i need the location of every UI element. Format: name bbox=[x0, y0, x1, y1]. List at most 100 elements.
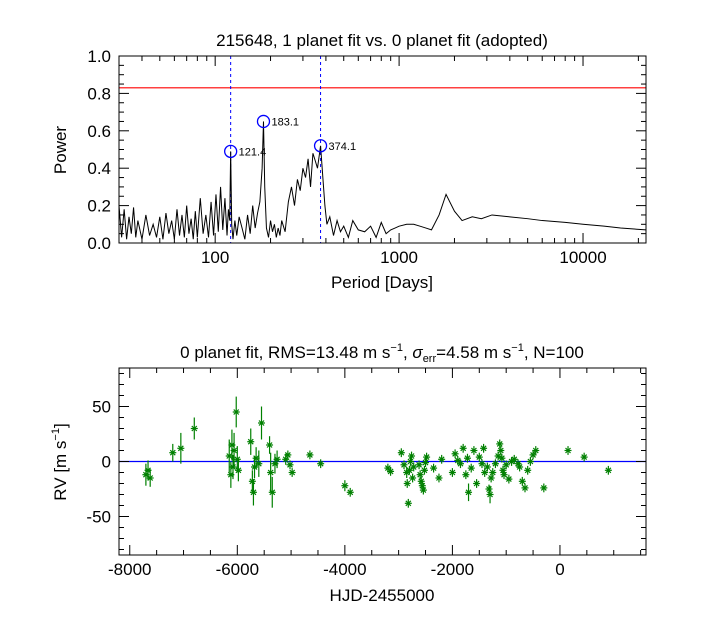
periodogram-title: 215648, 1 planet fit vs. 0 planet fit (a… bbox=[216, 31, 548, 50]
rv-marker-d2 bbox=[500, 467, 506, 474]
rv-point bbox=[416, 470, 424, 480]
rv-point bbox=[489, 468, 497, 477]
rv-marker-d2 bbox=[524, 467, 531, 474]
rv-point bbox=[273, 450, 281, 469]
rv-marker-d2 bbox=[516, 464, 523, 470]
rv-point bbox=[266, 436, 274, 454]
rv-marker-d2 bbox=[269, 489, 276, 496]
rv-point bbox=[169, 443, 177, 462]
rv-point bbox=[564, 446, 572, 455]
rv-marker-d2 bbox=[410, 464, 417, 470]
rv-marker-d2 bbox=[452, 450, 459, 457]
rv-marker-d2 bbox=[287, 461, 293, 468]
rv-title: 0 planet fit, RMS=13.48 m s−1, σerr=4.58… bbox=[180, 342, 584, 365]
rv-point bbox=[190, 417, 198, 440]
rv-point bbox=[423, 452, 431, 462]
rv-marker-d2 bbox=[605, 467, 612, 474]
rv-marker-d2 bbox=[347, 489, 354, 496]
rv-marker-d2 bbox=[540, 484, 547, 491]
y-tick-label: 50 bbox=[92, 398, 111, 417]
rv-marker-d2 bbox=[460, 445, 467, 452]
y-tick-label: -50 bbox=[86, 508, 111, 527]
rv-marker-d2 bbox=[462, 471, 469, 478]
rv-point bbox=[288, 468, 296, 477]
rv-y-axis-label: RV [m s−1] bbox=[50, 423, 70, 500]
rv-marker-d2 bbox=[306, 451, 313, 458]
rv-marker-d2 bbox=[498, 455, 505, 462]
rv-marker-d2 bbox=[527, 458, 534, 465]
rv-marker-d2 bbox=[177, 445, 184, 452]
x-tick-label: 1000 bbox=[380, 248, 418, 267]
rv-point bbox=[505, 474, 513, 484]
rv-marker-d2 bbox=[416, 461, 422, 468]
rv-point bbox=[317, 459, 325, 469]
rv-point bbox=[420, 465, 428, 475]
rv-marker-d2 bbox=[421, 467, 428, 474]
x-tick-label: -2000 bbox=[431, 560, 474, 579]
rv-marker-d2 bbox=[479, 460, 485, 467]
rv-point bbox=[521, 483, 529, 493]
rv-marker-d2 bbox=[387, 468, 394, 475]
rv-marker-d2 bbox=[253, 455, 260, 462]
rv-point bbox=[465, 483, 473, 502]
rv-point bbox=[486, 485, 494, 504]
rv-marker-d2 bbox=[489, 469, 496, 476]
periodogram-line bbox=[118, 121, 647, 240]
rv-marker-d2 bbox=[289, 469, 296, 476]
rv-marker-d2 bbox=[406, 467, 413, 474]
rv-marker-d2 bbox=[481, 469, 488, 476]
rv-marker-d2 bbox=[522, 484, 528, 491]
peak-circle-2 bbox=[313, 139, 328, 153]
rv-point bbox=[410, 462, 418, 472]
rv-point bbox=[540, 483, 548, 493]
rv-point bbox=[387, 467, 395, 476]
rv-marker-d2 bbox=[274, 456, 281, 463]
rv-marker-d2 bbox=[409, 475, 416, 481]
rv-point bbox=[518, 476, 526, 486]
periodogram-panel: 215648, 1 planet fit vs. 0 planet fit (a… bbox=[51, 31, 647, 292]
rv-point bbox=[462, 470, 470, 480]
rv-point bbox=[397, 448, 405, 458]
y-tick-label: 0.8 bbox=[87, 84, 111, 103]
rv-point bbox=[502, 460, 510, 470]
rv-point bbox=[255, 450, 263, 477]
rv-marker-d2 bbox=[473, 480, 480, 487]
rv-marker-d2 bbox=[436, 475, 442, 481]
rv-marker-d2 bbox=[492, 460, 499, 467]
rv-marker-d2 bbox=[505, 476, 512, 483]
rv-marker-d2 bbox=[497, 447, 504, 454]
rv-point bbox=[417, 476, 425, 486]
rv-point bbox=[146, 469, 154, 487]
rv-point bbox=[341, 480, 349, 492]
rv-marker-d2 bbox=[404, 480, 411, 487]
rv-marker-d2 bbox=[250, 489, 257, 496]
rv-marker-d2 bbox=[419, 482, 426, 489]
rv-point bbox=[400, 460, 408, 470]
periodogram-frame bbox=[118, 55, 647, 244]
rv-x-axis-label: HJD-2455000 bbox=[330, 586, 435, 605]
rv-point bbox=[483, 462, 491, 472]
periodogram-x-axis-label: Period [Days] bbox=[331, 273, 433, 292]
rv-marker-d2 bbox=[484, 464, 491, 470]
rv-marker-d2 bbox=[530, 451, 536, 458]
rv-marker-d2 bbox=[581, 454, 588, 461]
rv-point bbox=[435, 473, 443, 483]
rv-marker-d2 bbox=[454, 457, 461, 464]
rv-y-label-exp: −1 bbox=[50, 428, 62, 441]
y-tick-label: 0.4 bbox=[87, 159, 111, 178]
rv-title-err: err bbox=[423, 353, 437, 365]
rv-point bbox=[516, 462, 524, 472]
rv-marker-d2 bbox=[476, 454, 483, 461]
peak-circle-1 bbox=[256, 114, 271, 129]
rv-point bbox=[404, 498, 412, 508]
peak-label-2: 374.1 bbox=[329, 141, 357, 153]
rv-point bbox=[604, 465, 612, 475]
rv-marker-d2 bbox=[480, 445, 487, 452]
rv-marker-d2 bbox=[503, 461, 510, 468]
rv-marker-d2 bbox=[420, 487, 427, 494]
rv-marker-d2 bbox=[418, 478, 425, 485]
x-tick-label: -4000 bbox=[323, 560, 366, 579]
peak-label-1: 183.1 bbox=[271, 116, 299, 128]
rv-marker-d2 bbox=[468, 465, 475, 472]
